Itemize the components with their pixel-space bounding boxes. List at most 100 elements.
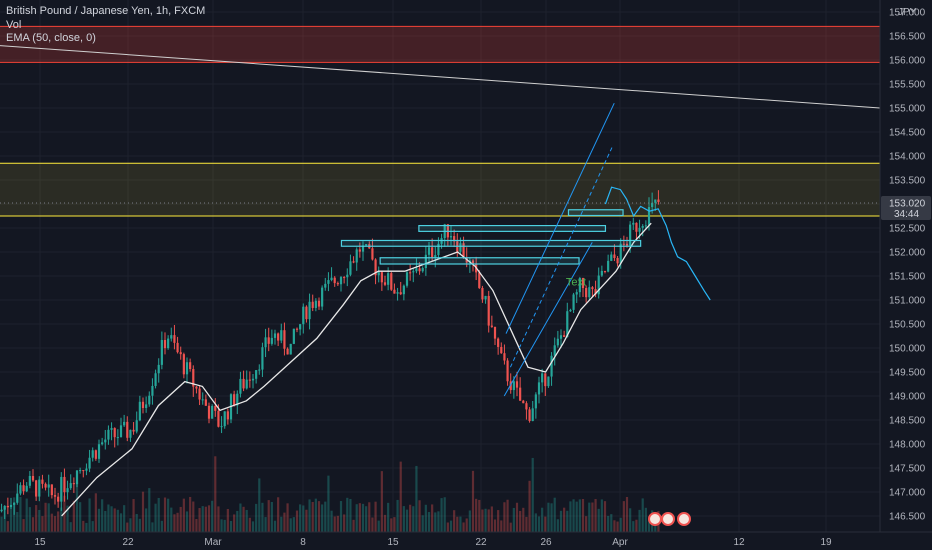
time-axis[interactable]: 15 22 Mar 8 15 22 26 Apr 12 19 xyxy=(0,531,932,550)
volume-bar xyxy=(563,507,566,532)
candle-body xyxy=(170,335,173,339)
candle-body xyxy=(581,278,585,289)
candle-body xyxy=(563,335,566,337)
volume-bar xyxy=(343,514,346,532)
support-box xyxy=(379,257,580,265)
candle-body xyxy=(487,295,490,326)
candle-body xyxy=(44,483,47,488)
volume-bar xyxy=(305,509,308,532)
price-axis[interactable]: 146.500 147.000 147.500 148.000 148.500 149.0… xyxy=(879,0,932,550)
time-tick-label: 8 xyxy=(300,537,306,548)
candle-body xyxy=(267,337,270,344)
candle-body xyxy=(616,258,619,264)
candle-body xyxy=(154,373,157,386)
candle-body xyxy=(459,243,462,252)
candle-body xyxy=(525,403,528,410)
candle-body xyxy=(471,260,475,265)
volume-bar xyxy=(145,508,148,532)
candle-body xyxy=(160,339,163,365)
candle-body xyxy=(308,301,311,320)
volume-bar xyxy=(295,510,299,532)
volume-bar xyxy=(581,498,585,532)
legend-ema[interactable]: EMA (50, close, 0) xyxy=(6,32,96,44)
volume-bar xyxy=(550,503,553,532)
volume-bar xyxy=(638,509,641,532)
candle-body xyxy=(248,379,251,381)
candle-body xyxy=(88,457,91,469)
volume-bar xyxy=(107,504,110,532)
candle-body xyxy=(349,261,352,275)
candle-body xyxy=(31,475,35,481)
volume-bar xyxy=(141,491,145,532)
candle-body xyxy=(365,244,368,246)
candle-body xyxy=(594,289,597,295)
candle-body xyxy=(85,468,88,471)
time-tick-label: 15 xyxy=(34,537,46,548)
volume-bar xyxy=(365,506,368,532)
volume-bar xyxy=(629,508,632,532)
volume-bar xyxy=(531,457,534,532)
volume-bar xyxy=(493,519,497,532)
price-tick-label: 152.500 xyxy=(889,224,926,235)
candle-body xyxy=(484,295,487,300)
candle-body xyxy=(654,199,657,203)
candle-body xyxy=(82,470,85,472)
candle-body xyxy=(522,400,525,404)
volume-bar xyxy=(339,501,343,532)
supply-zone xyxy=(0,163,880,216)
candle-body xyxy=(141,401,145,408)
volume-bar xyxy=(327,475,330,532)
price-tick-label: 149.500 xyxy=(889,368,926,379)
volume-bar xyxy=(110,506,113,532)
candle-body xyxy=(148,395,151,405)
volume-bar xyxy=(512,507,515,532)
volume-bar xyxy=(6,521,9,532)
price-tick-label: 146.500 xyxy=(889,512,926,523)
volume-bar xyxy=(333,516,336,532)
candle-body xyxy=(324,283,327,288)
volume-bar xyxy=(465,518,468,532)
volume-bar xyxy=(377,520,380,532)
candle-body xyxy=(396,292,399,294)
candle-body xyxy=(321,287,324,307)
candle-body xyxy=(283,330,286,349)
volume-bar xyxy=(289,518,292,532)
candle-body xyxy=(129,429,132,438)
volume-bar xyxy=(402,506,405,532)
candle-body xyxy=(431,247,434,258)
candle-body xyxy=(638,227,641,232)
volume-bar xyxy=(292,517,295,532)
volume-bar xyxy=(484,508,487,532)
volume-bar xyxy=(119,513,123,532)
volume-bar xyxy=(453,510,456,532)
volume-bar xyxy=(578,499,581,532)
candle-body xyxy=(544,373,547,387)
volume-bar xyxy=(591,502,594,532)
candle-body xyxy=(503,353,506,361)
volume-bar xyxy=(214,456,217,532)
volume-bar xyxy=(314,498,317,532)
candle-body xyxy=(500,346,503,354)
volume-bar xyxy=(264,517,267,532)
volume-bar xyxy=(50,513,53,532)
candle-body xyxy=(374,259,377,276)
candle-body xyxy=(286,348,289,355)
volume-bar xyxy=(239,503,242,532)
candle-body xyxy=(390,273,393,290)
ema-line xyxy=(61,222,652,517)
legend-symbol[interactable]: British Pound / Japanese Yen, 1h, FXCM xyxy=(6,5,206,17)
time-tick-label: Apr xyxy=(612,537,628,548)
candle-body xyxy=(126,421,129,438)
candle-body xyxy=(405,272,409,286)
candle-body xyxy=(415,268,418,272)
grid-lines xyxy=(0,0,880,532)
candle-body xyxy=(600,270,603,276)
volume-bar xyxy=(610,514,613,532)
event-marker-icon xyxy=(661,512,675,526)
volume-bar xyxy=(44,502,47,532)
volume-bar xyxy=(101,499,104,532)
volume-bar xyxy=(509,522,512,532)
legend-volume[interactable]: Vol xyxy=(6,18,22,31)
volume-bar xyxy=(503,502,506,532)
